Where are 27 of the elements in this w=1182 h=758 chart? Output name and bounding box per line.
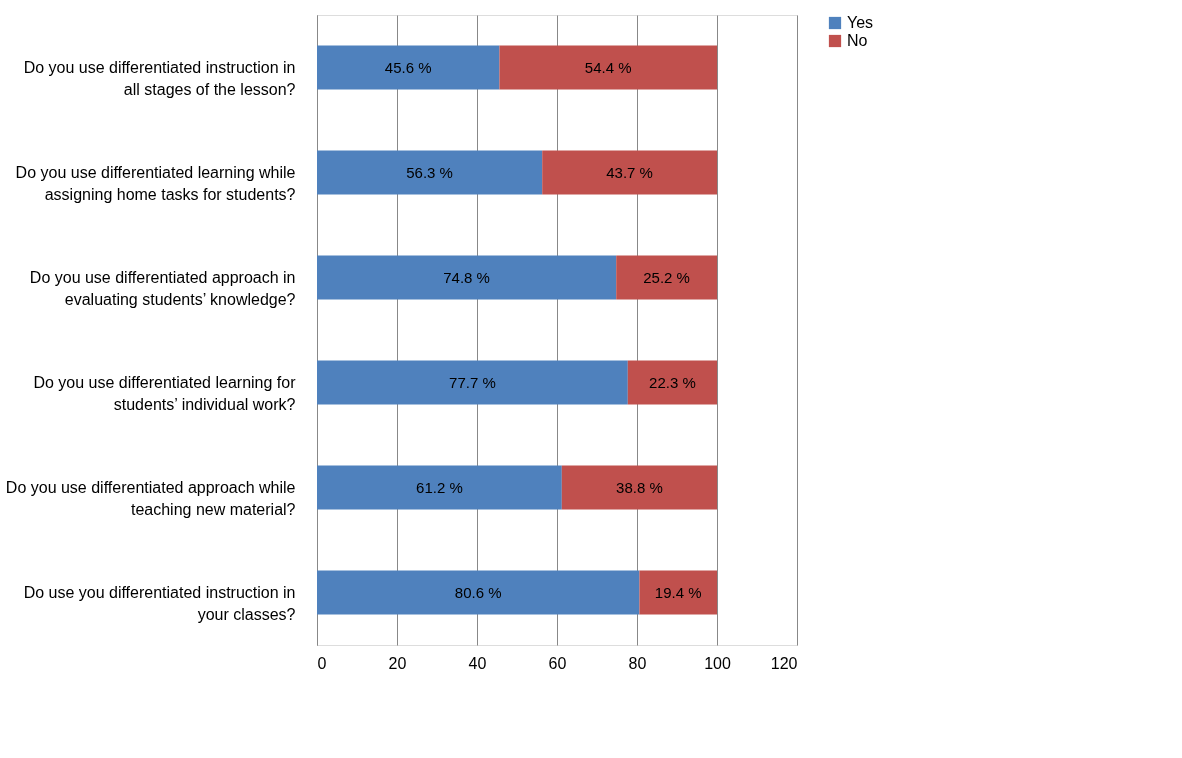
legend-label: Yes xyxy=(847,14,874,31)
y-tick-label: Do you use differentiated approach while teaching new material? xyxy=(5,478,296,518)
y-tick-label: Do use you differentiated instruction in your classes? xyxy=(23,583,296,623)
data-label: 61.2 % xyxy=(416,478,463,496)
y-tick-label: Do you use differentiated learning for students’ individual work? xyxy=(33,373,297,413)
x-tick-label: 20 xyxy=(388,654,407,672)
data-label: 54.4 % xyxy=(584,58,632,76)
x-tick-label: 120 xyxy=(770,654,798,672)
y-tick-label: Do you use differentiated instruction in all stages of the lesson? xyxy=(23,58,296,98)
legend-label: No xyxy=(847,32,868,49)
x-tick-label: 100 xyxy=(704,654,731,672)
y-tick-label: Do you use differentiated learning while assigning home tasks for students? xyxy=(15,163,296,203)
data-label: 80.6 % xyxy=(454,583,502,601)
data-label: 43.7 % xyxy=(606,163,653,181)
data-label: 56.3 % xyxy=(406,163,453,181)
x-tick-label: 80 xyxy=(628,654,647,672)
data-label: 22.3 % xyxy=(649,373,696,391)
data-label: 77.7 % xyxy=(449,373,496,391)
data-label: 25.2 % xyxy=(643,268,690,286)
data-label: 38.8 % xyxy=(616,478,663,496)
data-label: 45.6 % xyxy=(384,58,432,76)
data-label: 19.4 % xyxy=(654,583,702,601)
x-tick-label: 60 xyxy=(548,654,567,672)
x-tick-label: 0 xyxy=(317,654,327,672)
data-label: 74.8 % xyxy=(443,268,490,286)
x-tick-label: 40 xyxy=(468,654,487,672)
y-tick-label: Do you use differentiated approach in evaluating students’ knowledge? xyxy=(29,268,296,308)
